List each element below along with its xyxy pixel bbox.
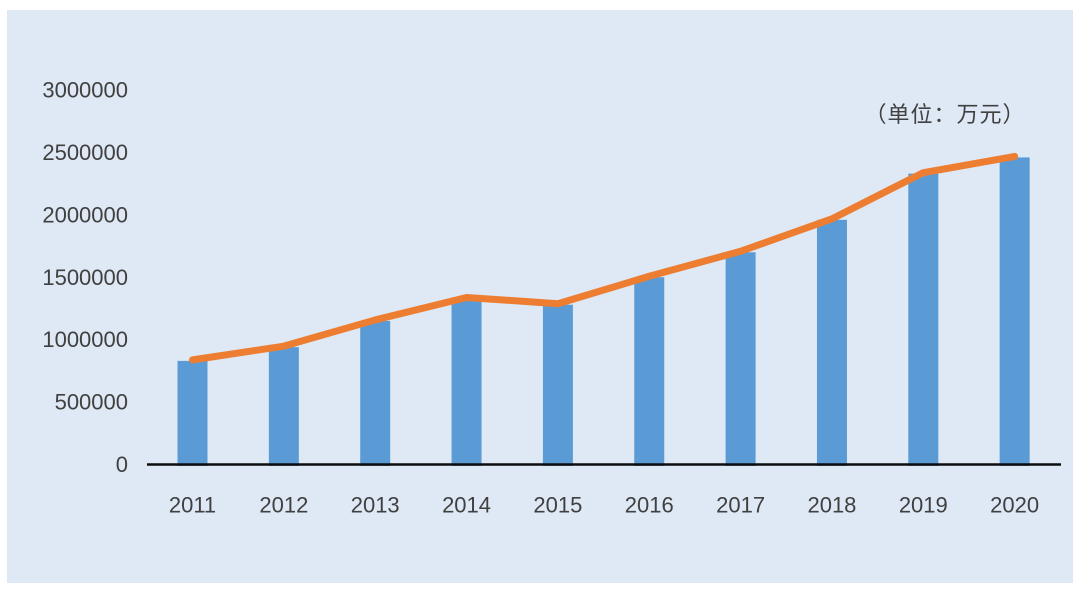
bar-2017	[725, 252, 756, 466]
x-tick-label: 2012	[259, 493, 308, 518]
y-tick-label: 0	[116, 452, 128, 477]
y-tick-label: 1000000	[42, 327, 128, 352]
bar-2013	[360, 320, 391, 466]
bar-2012	[268, 347, 299, 466]
y-tick-label: 1500000	[42, 265, 128, 290]
x-tick-label: 2019	[899, 493, 948, 518]
bar-2011	[177, 360, 208, 466]
y-tick-label: 500000	[55, 390, 128, 415]
chart-panel	[7, 10, 1073, 583]
unit-label: （单位：万元）	[864, 102, 1026, 127]
x-tick-label: 2011	[169, 493, 216, 518]
x-tick-label: 2017	[716, 493, 765, 518]
bar-2014	[451, 298, 482, 466]
bar-2019	[908, 173, 939, 466]
bar-2018	[816, 219, 847, 466]
x-tick-label: 2016	[625, 493, 674, 518]
trend-line	[189, 152, 1019, 364]
x-tick-label: 2015	[533, 493, 582, 518]
x-tick-label: 2013	[351, 493, 400, 518]
y-tick-label: 2500000	[42, 140, 128, 165]
y-tick-label: 2000000	[42, 202, 128, 227]
x-tick-label: 2020	[990, 493, 1039, 518]
bar-2020	[999, 157, 1030, 466]
x-tick-label: 2018	[807, 493, 856, 518]
x-tick-label: 2014	[442, 493, 491, 518]
bar-2015	[542, 304, 573, 466]
bar-2016	[634, 277, 665, 466]
y-tick-label: 3000000	[42, 78, 128, 103]
